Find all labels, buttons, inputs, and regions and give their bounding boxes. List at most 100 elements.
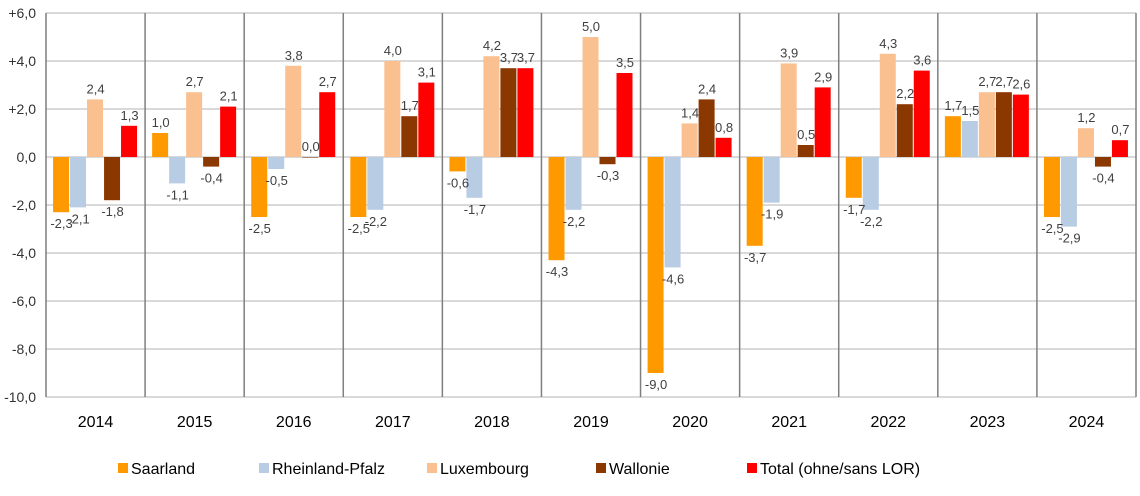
bar-total-ohne-sans-lor--2022 <box>913 70 930 157</box>
legend-label: Wallonie <box>609 461 670 478</box>
bar-saarland-2019 <box>548 157 565 261</box>
bar-rheinland-pfalz-2024 <box>1060 157 1077 227</box>
data-label: 5,0 <box>582 19 600 34</box>
data-label: -1,9 <box>761 207 783 222</box>
data-label: -1,8 <box>101 204 123 219</box>
data-label: -0,5 <box>266 173 288 188</box>
x-tick-label: 2018 <box>474 414 510 431</box>
bar-wallonie-2020 <box>698 99 715 157</box>
x-tick-label: 2015 <box>177 414 213 431</box>
data-label: -2,9 <box>1058 231 1080 246</box>
bar-luxembourg-2021 <box>780 63 797 157</box>
bar-wallonie-2021 <box>797 145 814 157</box>
data-label: 1,4 <box>681 105 699 120</box>
bar-wallonie-2022 <box>896 104 913 157</box>
data-label: 3,5 <box>616 55 634 70</box>
x-tick-label: 2014 <box>78 414 114 431</box>
bar-rheinland-pfalz-2014 <box>70 157 87 208</box>
data-label: -1,7 <box>464 202 486 217</box>
y-tick-label: +4,0 <box>8 53 36 69</box>
bars <box>53 37 1128 373</box>
data-label: -2,1 <box>67 211 89 226</box>
bar-rheinland-pfalz-2021 <box>763 157 780 203</box>
y-tick-label: +6,0 <box>8 5 36 21</box>
data-label: -2,2 <box>563 214 585 229</box>
y-tick-label: 0,0 <box>17 149 37 165</box>
data-labels: -2,3-2,12,4-1,81,3 1,0-1,12,7-0,42,1-2,5-… <box>50 19 1129 392</box>
bar-total-ohne-sans-lor--2020 <box>715 137 732 157</box>
data-label: -1,7 <box>843 202 865 217</box>
data-label: 1,7 <box>944 98 962 113</box>
bar-rheinland-pfalz-2015 <box>169 157 186 184</box>
bar-saarland-2016 <box>251 157 268 217</box>
data-label: -0,3 <box>597 168 619 183</box>
data-label: -0,4 <box>1092 171 1114 186</box>
y-tick-label: -10,0 <box>4 389 36 405</box>
bar-luxembourg-2022 <box>879 53 896 157</box>
data-label: -1,1 <box>166 187 188 202</box>
x-tick-label: 2017 <box>375 414 411 431</box>
bar-luxembourg-2017 <box>384 61 401 157</box>
bar-luxembourg-2014 <box>87 99 104 157</box>
data-label: 1,7 <box>401 98 419 113</box>
bar-total-ohne-sans-lor--2024 <box>1111 140 1128 157</box>
data-label: -2,3 <box>50 216 72 231</box>
data-label: -2,5 <box>249 221 271 236</box>
bar-luxembourg-2023 <box>978 92 995 157</box>
bar-wallonie-2023 <box>995 92 1012 157</box>
x-tick-label: 2021 <box>771 414 807 431</box>
bar-total-ohne-sans-lor--2019 <box>616 73 633 157</box>
data-label: 3,8 <box>285 48 303 63</box>
y-tick-label: -2,0 <box>12 197 36 213</box>
data-label: 2,4 <box>698 81 716 96</box>
data-label: 2,7 <box>978 74 996 89</box>
bar-wallonie-2016 <box>302 157 319 158</box>
y-tick-label: -6,0 <box>12 293 36 309</box>
data-label: -2,2 <box>860 214 882 229</box>
bar-rheinland-pfalz-2020 <box>664 157 681 268</box>
data-label: 2,2 <box>896 86 914 101</box>
bar-total-ohne-sans-lor--2018 <box>517 68 534 157</box>
bar-total-ohne-sans-lor--2014 <box>121 125 138 157</box>
legend-swatch <box>596 463 606 473</box>
legend-label: Saarland <box>131 461 195 478</box>
bar-wallonie-2014 <box>104 157 121 201</box>
bar-luxembourg-2018 <box>483 56 500 158</box>
legend-label: Rheinland-Pfalz <box>272 461 385 478</box>
y-axis: +6,0 +4,0 +2,0 0,0 -2,0 -4,0 -6,0 -8,0 -10,0 <box>4 5 36 405</box>
data-label: 2,6 <box>1012 77 1030 92</box>
y-tick-label: -4,0 <box>12 245 36 261</box>
data-label: 1,2 <box>1077 110 1095 125</box>
bar-luxembourg-2024 <box>1077 128 1094 157</box>
data-label: -3,7 <box>744 250 766 265</box>
bar-saarland-2017 <box>350 157 367 217</box>
data-label: 2,4 <box>87 81 105 96</box>
legend-swatch <box>259 463 269 473</box>
bar-wallonie-2024 <box>1094 157 1111 167</box>
legend-label: Luxembourg <box>440 461 529 478</box>
data-label: 4,2 <box>483 38 501 53</box>
bar-wallonie-2015 <box>203 157 220 167</box>
bar-rheinland-pfalz-2023 <box>961 121 978 157</box>
data-label: 3,9 <box>780 45 798 60</box>
bar-saarland-2021 <box>746 157 763 246</box>
bar-total-ohne-sans-lor--2023 <box>1012 94 1029 157</box>
bar-total-ohne-sans-lor--2017 <box>418 82 435 157</box>
data-label: -0,6 <box>447 175 469 190</box>
data-label: -4,3 <box>546 264 568 279</box>
bar-rheinland-pfalz-2019 <box>565 157 582 210</box>
data-label: -2,5 <box>1041 221 1063 236</box>
data-label: 0,5 <box>797 127 815 142</box>
bar-rheinland-pfalz-2017 <box>367 157 384 210</box>
legend-swatch <box>427 463 437 473</box>
bar-saarland-2023 <box>944 116 961 157</box>
bar-luxembourg-2016 <box>285 65 302 157</box>
data-label: 2,9 <box>814 69 832 84</box>
data-label: 1,3 <box>121 108 139 123</box>
data-label: 0,8 <box>715 120 733 135</box>
bar-rheinland-pfalz-2022 <box>862 157 879 210</box>
y-tick-label: +2,0 <box>8 101 36 117</box>
data-label: 3,6 <box>913 53 931 68</box>
bar-luxembourg-2015 <box>186 92 203 157</box>
data-label: -0,4 <box>200 171 222 186</box>
